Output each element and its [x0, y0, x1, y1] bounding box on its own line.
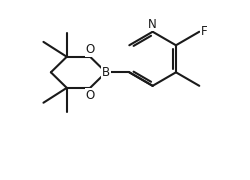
Text: N: N — [148, 18, 157, 31]
Text: F: F — [201, 25, 207, 38]
Text: B: B — [102, 66, 110, 79]
Text: O: O — [86, 89, 95, 102]
Text: O: O — [86, 43, 95, 56]
